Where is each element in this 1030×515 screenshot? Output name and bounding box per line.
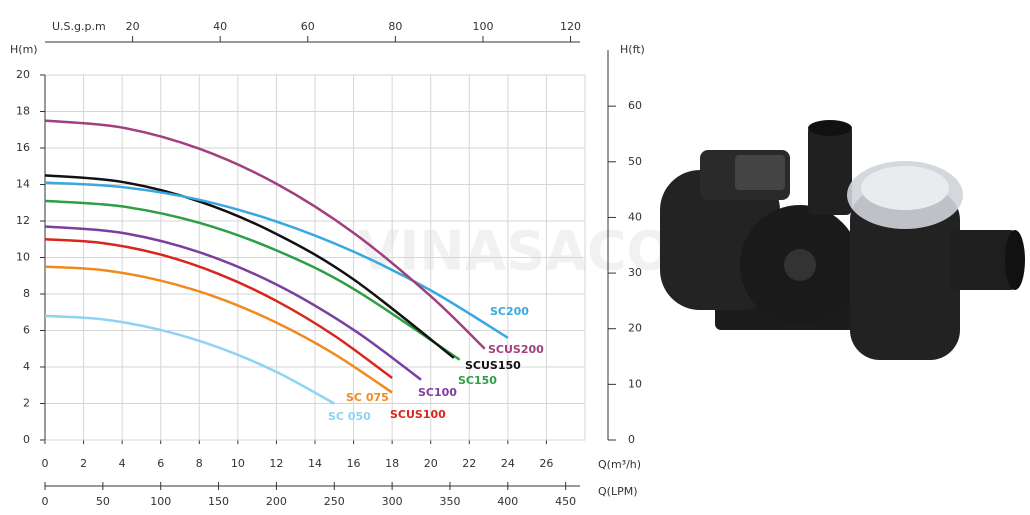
pump-curve: [44, 314, 335, 405]
x3-tick-label: 0: [42, 495, 49, 508]
y-tick-label: 2: [23, 397, 30, 410]
x-tick-label: 4: [119, 457, 126, 470]
top-tick-label: 80: [388, 20, 402, 33]
x3-tick-label: 100: [150, 495, 171, 508]
top-tick-label: 100: [472, 20, 493, 33]
top-tick-label: 40: [213, 20, 227, 33]
y-tick-label: 14: [16, 178, 30, 191]
x3-tick-label: 400: [497, 495, 518, 508]
curve-label: SC100: [418, 386, 457, 399]
top-axis-label: U.S.g.p.m: [52, 20, 106, 33]
curve-label: SCUS200: [488, 343, 544, 356]
y-tick-label: 10: [16, 251, 30, 264]
pump-curve: [44, 265, 393, 394]
y2-tick-label: 60: [628, 99, 642, 112]
x-tick-label: 24: [501, 457, 515, 470]
y2-tick-label: 20: [628, 322, 642, 335]
y2-axis-label: H(ft): [620, 43, 645, 56]
top-tick-label: 60: [301, 20, 315, 33]
curve-label: SCUS150: [465, 359, 521, 372]
curve-label: SC200: [490, 305, 529, 318]
x-tick-label: 26: [539, 457, 553, 470]
x3-tick-label: 300: [382, 495, 403, 508]
x-tick-label: 12: [269, 457, 283, 470]
y-tick-label: 4: [23, 360, 30, 373]
pump-curve: [44, 119, 486, 350]
y2-tick-label: 30: [628, 266, 642, 279]
x3-tick-label: 150: [208, 495, 229, 508]
curve-label: SC 050: [328, 410, 371, 423]
x-tick-label: 18: [385, 457, 399, 470]
x3-tick-label: 50: [96, 495, 110, 508]
pump-curve: [44, 181, 509, 339]
x-tick-label: 0: [42, 457, 49, 470]
y-tick-label: 12: [16, 214, 30, 227]
x-tick-label: 2: [80, 457, 87, 470]
y-tick-label: 16: [16, 141, 30, 154]
y-tick-label: 20: [16, 68, 30, 81]
x3-tick-label: 200: [266, 495, 287, 508]
y2-tick-label: 50: [628, 155, 642, 168]
pump-curve: [44, 174, 455, 359]
x-tick-label: 10: [231, 457, 245, 470]
curve-label: SC150: [458, 374, 497, 387]
y2-tick-label: 40: [628, 210, 642, 223]
top-tick-label: 20: [126, 20, 140, 33]
x-tick-label: 8: [196, 457, 203, 470]
x-tick-label: 16: [347, 457, 361, 470]
y2-tick-label: 10: [628, 377, 642, 390]
pump-image: [660, 120, 1025, 360]
curve-label: SCUS100: [390, 408, 446, 421]
y-tick-label: 8: [23, 287, 30, 300]
y-tick-label: 6: [23, 324, 30, 337]
pump-curve: [44, 199, 461, 361]
x3-tick-label: 250: [324, 495, 345, 508]
y-axis-label: H(m): [10, 43, 38, 56]
x-axis-label: Q(m³/h): [598, 458, 641, 471]
x3-axis-label: Q(LPM): [598, 485, 638, 498]
watermark: VINASACO: [357, 220, 672, 283]
x-tick-label: 20: [424, 457, 438, 470]
x-tick-label: 22: [462, 457, 476, 470]
top-tick-label: 120: [560, 20, 581, 33]
y-tick-label: 0: [23, 433, 30, 446]
x-tick-label: 6: [157, 457, 164, 470]
y2-tick-label: 0: [628, 433, 635, 446]
curve-label: SC 075: [346, 391, 389, 404]
y-tick-label: 18: [16, 105, 30, 118]
x3-tick-label: 350: [439, 495, 460, 508]
pump-curve: [44, 238, 393, 379]
x3-tick-label: 450: [555, 495, 576, 508]
pump-curve: [44, 225, 422, 381]
x-tick-label: 14: [308, 457, 322, 470]
